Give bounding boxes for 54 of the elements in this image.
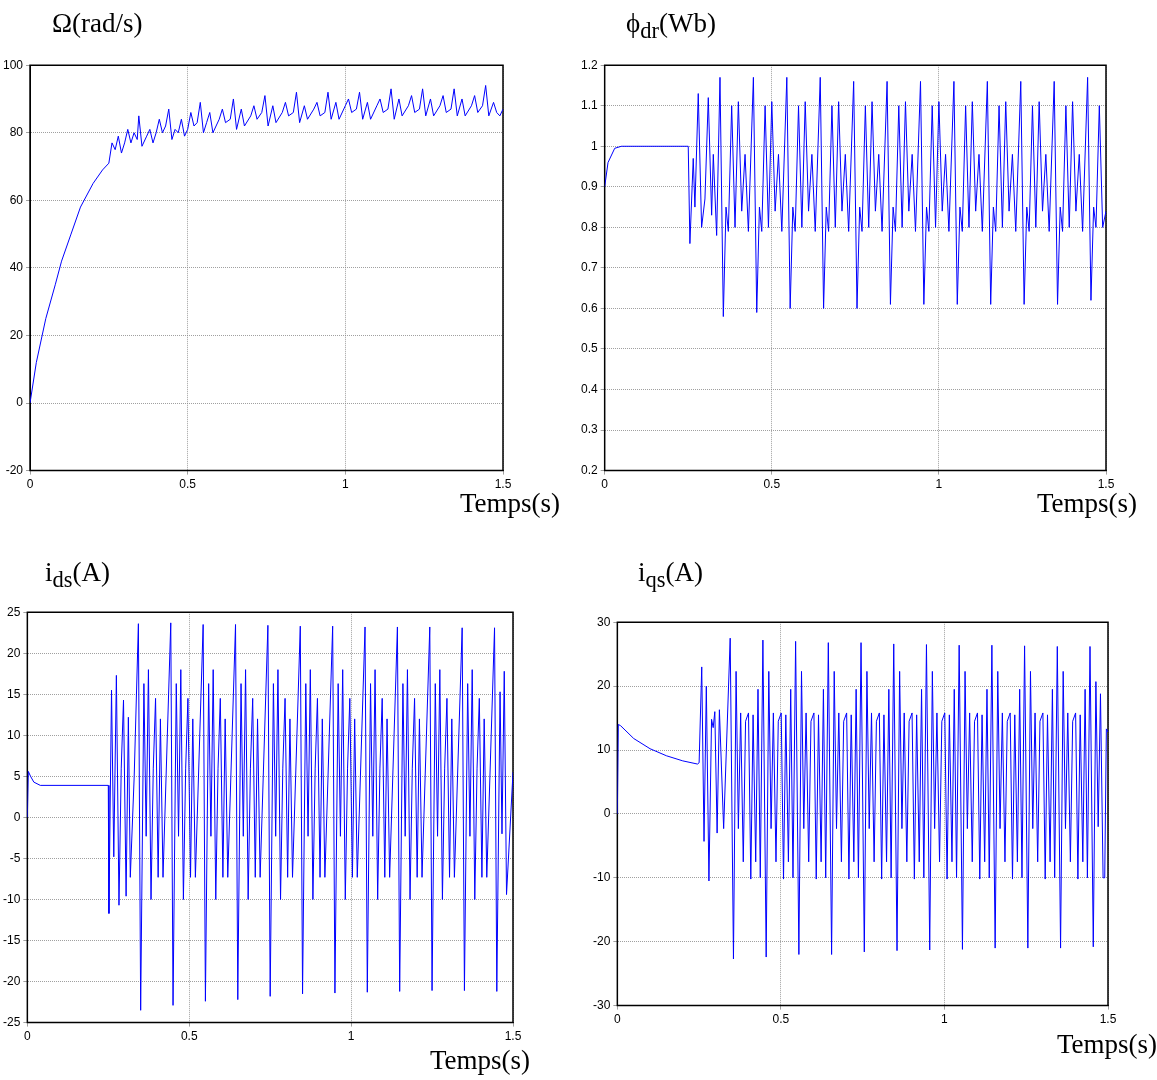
y-tick-label: 0.3 [580, 422, 598, 437]
x-tick-label: 0.5 [180, 1029, 198, 1044]
y-tick-label: 0 [603, 806, 611, 821]
x-tick-label: 1.5 [1099, 1012, 1117, 1027]
x-tick-label: 0.5 [179, 477, 197, 492]
y-tick-label: -30 [593, 997, 611, 1012]
y-tick-label: -15 [3, 932, 21, 947]
y-tick-label: 10 [596, 742, 611, 757]
y-tick-label: 80 [9, 125, 24, 140]
x-tick-label: 0.5 [772, 1012, 790, 1027]
y-tick-label: 40 [9, 260, 24, 275]
x-axis-title: Temps(s) [429, 1045, 530, 1076]
y-tick-label: 5 [13, 768, 21, 783]
y-tick-label: -5 [9, 850, 21, 865]
y-tick-label: 0.9 [580, 179, 598, 194]
x-tick-label: 0.5 [763, 477, 781, 492]
y-tick-label: 0.4 [580, 381, 598, 396]
y-tick-label: -25 [3, 1014, 21, 1029]
y-tick-label: 0.6 [580, 300, 598, 315]
y-tick-label: -20 [5, 462, 24, 477]
y-tick-label: 0.7 [580, 260, 598, 275]
x-tick-label: 0 [26, 477, 34, 492]
y-tick-label: 0 [16, 395, 24, 410]
x-tick-label: 1 [935, 477, 943, 492]
y-tick-label: -20 [593, 934, 611, 949]
y-tick-label: 20 [9, 327, 24, 342]
x-tick-label: 1.5 [504, 1029, 522, 1044]
x-tick-label: 1 [342, 477, 349, 492]
x-tick-label: 0 [614, 1012, 621, 1027]
y-tick-label: 60 [9, 192, 24, 207]
y-tick-label: 15 [6, 686, 21, 701]
chart-title: i$_{ds}$(A) [45, 557, 111, 594]
y-tick-label: 1.2 [580, 57, 598, 72]
y-tick-label: 0.8 [580, 219, 598, 234]
y-tick-label: 20 [6, 645, 21, 660]
chart-title: Ω(rad/s) [52, 8, 143, 39]
y-tick-label: -10 [3, 891, 21, 906]
y-tick-label: 20 [596, 678, 611, 693]
x-tick-label: 1 [941, 1012, 949, 1027]
y-tick-label: 0 [13, 809, 21, 824]
y-tick-label: -10 [593, 870, 611, 885]
y-tick-label: 1.1 [580, 98, 598, 113]
y-tick-label: 1 [590, 138, 598, 153]
y-tick-label: 0.2 [580, 462, 598, 477]
y-tick-label: 100 [2, 57, 24, 72]
x-tick-label: 1 [347, 1029, 355, 1044]
y-tick-label: 10 [6, 727, 21, 742]
y-tick-label: 0.5 [580, 341, 598, 356]
x-axis-title: Temps(s) [1056, 1029, 1157, 1060]
y-tick-label: -20 [3, 973, 21, 988]
y-tick-label: 25 [6, 604, 21, 619]
chart-title: ϕ$_{dr}$(Wb) [626, 8, 716, 45]
chart-title: i$_{qs}$(A) [638, 557, 704, 594]
y-tick-label: 30 [596, 614, 611, 629]
